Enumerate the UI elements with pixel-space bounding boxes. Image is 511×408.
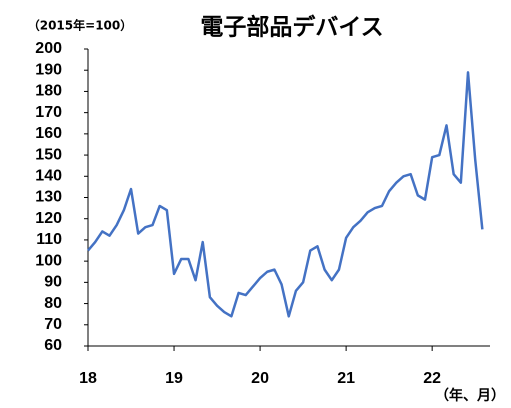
y-tick-label: 110	[36, 231, 62, 248]
y-tick-label: 120	[35, 210, 62, 227]
y-tick-label: 130	[35, 189, 62, 206]
x-axis-label: （年、月）	[435, 387, 505, 404]
y-tick-label: 200	[35, 40, 62, 57]
x-tick-label: 18	[79, 370, 97, 387]
y-tick-label: 90	[44, 274, 62, 291]
y-tick-label: 80	[44, 295, 62, 312]
y-unit-label: （2015年=100）	[28, 18, 133, 33]
x-tick-label: 22	[423, 370, 441, 387]
y-tick-label: 180	[35, 83, 62, 100]
y-tick-label: 140	[35, 168, 62, 185]
x-tick-label: 19	[165, 370, 183, 387]
y-tick-label: 60	[44, 337, 62, 354]
y-tick-label: 170	[35, 104, 62, 121]
y-tick-label: 190	[35, 61, 62, 78]
y-tick-label: 150	[35, 146, 62, 163]
y-tick-label: 100	[35, 252, 62, 269]
data-line	[87, 71, 484, 318]
y-tick-label: 160	[35, 125, 62, 142]
chart-title: 電子部品デバイス	[200, 14, 383, 41]
x-tick-label: 21	[337, 370, 355, 387]
x-tick-label: 20	[251, 370, 269, 387]
y-tick-label: 70	[44, 316, 62, 333]
